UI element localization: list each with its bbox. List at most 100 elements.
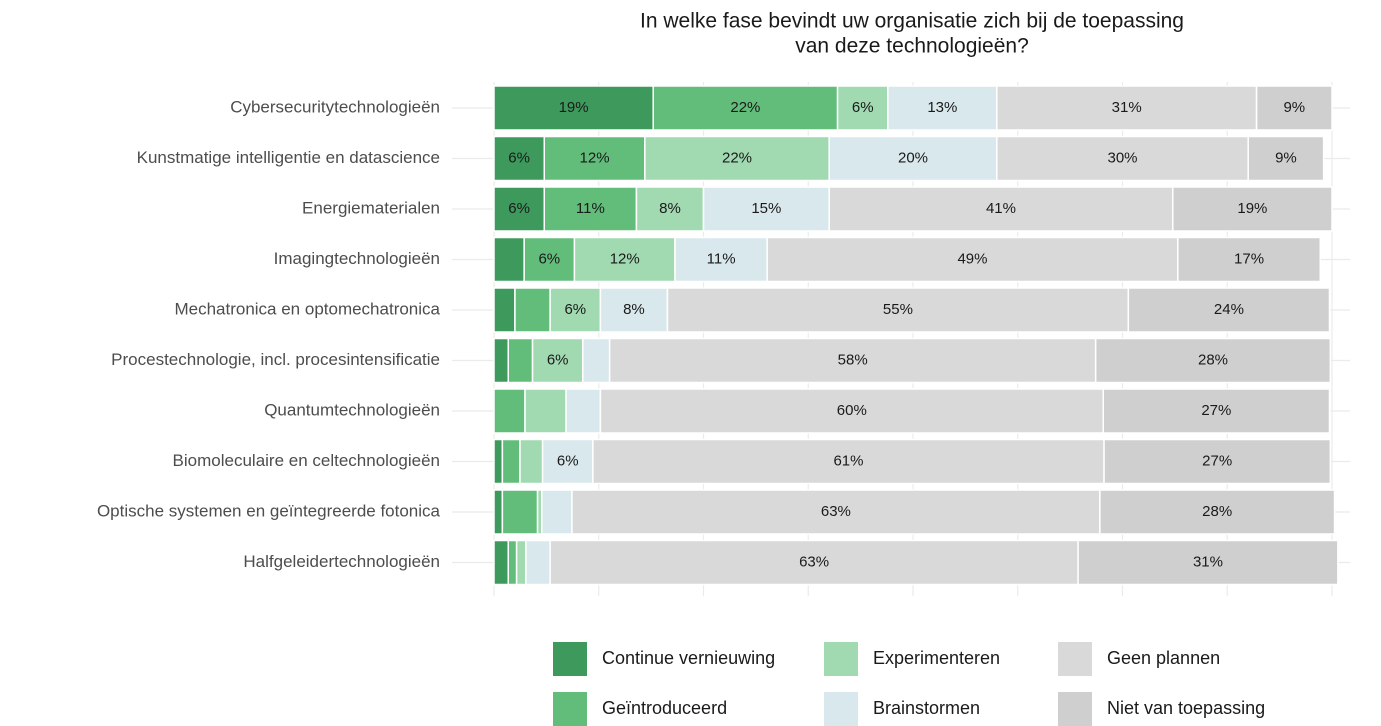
bar-segment [1247,135,1325,182]
legend-swatch [1058,692,1092,726]
value-label: 6% [557,452,579,469]
bar-segment [541,438,594,485]
value-label: 31% [1193,553,1223,570]
value-label: 28% [1202,503,1232,520]
legend-label: Experimenteren [873,648,1000,668]
bar-segment [1102,388,1331,434]
bar-segment [1172,186,1333,232]
bar-segment [644,135,830,182]
value-label: 58% [838,351,868,368]
bar-segment [525,539,551,586]
category-label: Mechatronica en optomechatronica [174,299,440,318]
value-label: 20% [898,149,928,166]
bar-segment [493,287,516,333]
value-label: 8% [623,301,645,318]
bar-segment [652,85,839,131]
bar-segment [519,438,544,485]
bar-segment [573,236,676,283]
bar-segment [493,337,509,384]
bar-segment [996,135,1249,182]
bar-segment [828,135,998,182]
bar-segment [1103,438,1332,485]
value-label: 6% [508,149,530,166]
value-label: 55% [883,301,913,318]
value-label: 13% [927,99,957,116]
value-label: 19% [559,99,589,116]
bar-segment [1077,539,1339,586]
bar-segment [493,236,525,283]
bar-segment [592,438,1105,485]
value-label: 22% [722,149,752,166]
bar-segment [524,388,567,434]
value-label: 27% [1201,402,1231,419]
value-label: 11% [576,200,605,217]
chart-title: In welke fase bevindt uw organisatie zic… [640,10,1184,33]
value-label: 6% [538,250,560,267]
value-label: 41% [986,200,1016,217]
value-label: 12% [580,149,610,166]
bar-segment [493,388,526,434]
bar-segment [523,236,576,283]
bar-segment [515,539,527,586]
bar-segment [493,186,546,232]
category-label: Halfgeleidertechnologieën [243,552,440,571]
value-label: 30% [1107,149,1137,166]
value-label: 6% [564,301,586,318]
bar-segment [582,337,611,384]
bar-segment [599,287,669,333]
bar-segment [1094,337,1332,384]
value-label: 11% [707,250,736,267]
bar-segment [1255,85,1333,131]
legend-label: Continue vernieuwing [602,648,775,668]
value-label: 15% [751,200,781,217]
value-label: 60% [837,402,867,419]
bar-segment [514,287,551,333]
category-label: Cybersecuritytechnologieën [230,97,440,116]
value-label: 6% [547,351,569,368]
bar-segment [1177,236,1322,283]
value-label: 6% [508,200,530,217]
value-label: 12% [610,250,640,267]
value-label: 19% [1237,200,1267,217]
bar-segment [836,85,889,131]
category-label: Procestechnologie, incl. procesintensifi… [111,350,440,369]
bar-segment [1099,489,1336,535]
bar-segment [501,438,521,485]
bar-segment [766,236,1179,283]
category-label: Imagingtechnologieën [274,249,440,268]
legend-label: Geen plannen [1107,648,1220,668]
bar-segment [565,388,602,434]
bar-segment [887,85,998,131]
bar-segment [1127,287,1331,333]
value-label: 9% [1275,149,1297,166]
chart-title: van deze technologieën? [795,35,1029,58]
legend-swatch [553,692,587,726]
bar-segment [996,85,1258,131]
bar-segment [493,489,504,535]
category-label: Biomoleculaire en celtechnologieën [173,451,440,470]
bar-segment [635,186,705,232]
legend-swatch [553,642,587,676]
bar-segment [828,186,1174,232]
value-label: 31% [1112,99,1142,116]
value-label: 61% [833,452,863,469]
value-label: 27% [1202,452,1232,469]
value-label: 63% [821,503,851,520]
bar-segment [571,489,1101,535]
value-label: 24% [1214,301,1244,318]
bar-segment [549,539,1079,586]
bar-segment [493,135,546,182]
bar-segment [507,539,518,586]
legend-label: Niet van toepassing [1107,698,1265,718]
legend-swatch [824,692,858,726]
value-label: 8% [659,200,681,217]
bar-segment [549,287,602,333]
value-label: 9% [1283,99,1305,116]
bar-segment [702,186,830,232]
legend-swatch [1058,642,1092,676]
bar-segment [666,287,1130,333]
category-label: Kunstmatige intelligentie en datascience [137,148,440,167]
category-label: Optische systemen en geïntegreerde foton… [97,501,441,520]
legend-label: Brainstormen [873,698,980,718]
